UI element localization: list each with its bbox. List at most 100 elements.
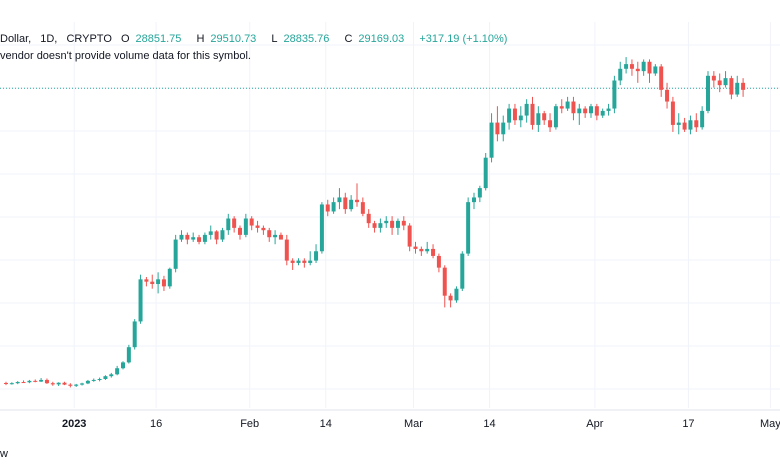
x-tick-label: 17 (682, 418, 694, 430)
candle-body (62, 382, 67, 385)
candle-body (150, 281, 155, 285)
footer-fragment: w (0, 448, 8, 460)
candle-body (542, 113, 547, 121)
candle-body (647, 61, 652, 74)
candle-body (97, 378, 102, 380)
candle-body (395, 220, 400, 228)
candle (553, 103, 558, 130)
candle (378, 218, 383, 233)
candle-body (138, 279, 143, 322)
candle-body (238, 227, 242, 235)
legend-symbol[interactable]: Dollar, (0, 33, 32, 45)
legend-change: +317.19 (+1.10%) (419, 33, 508, 45)
candle-body (466, 202, 471, 254)
candle (401, 216, 406, 231)
candle-body (448, 295, 453, 301)
candle-body (255, 225, 260, 228)
candle (618, 61, 623, 86)
symbol-legend[interactable]: Dollar, 1D, CRYPTO O 28851.75 H 29510.73 L… (0, 33, 513, 47)
candle (150, 274, 155, 289)
candle (606, 103, 611, 116)
candle-body (360, 202, 365, 214)
candle (454, 286, 459, 303)
candle (548, 113, 553, 132)
candle (197, 234, 202, 245)
candle-body (512, 108, 517, 121)
candle-body (109, 374, 114, 377)
candle (694, 113, 699, 132)
top-toolbar-strip (0, 0, 780, 22)
candle (161, 275, 166, 292)
candle-body (682, 122, 687, 130)
candle-body (144, 279, 149, 282)
candle-body (208, 231, 213, 235)
candle (290, 258, 295, 270)
candle (325, 199, 330, 217)
candle-body (243, 218, 248, 235)
candle (4, 381, 8, 386)
candle (208, 225, 213, 240)
candle-body (507, 108, 512, 123)
candle (121, 361, 125, 370)
candle-body (261, 227, 266, 231)
candle (132, 319, 137, 350)
candle-body (700, 110, 705, 128)
candle-body (431, 248, 436, 256)
candle-body (735, 82, 740, 95)
legend-interval: 1D, (40, 33, 58, 45)
legend-close-value: 29169.03 (358, 33, 405, 45)
candle-body (741, 82, 746, 90)
candle (85, 379, 90, 385)
legend-open-value: 28851.75 (135, 33, 182, 45)
candle-body (665, 89, 670, 102)
candle-body (121, 362, 125, 369)
candle (507, 103, 512, 130)
candle (530, 96, 535, 130)
candle-body (565, 101, 570, 109)
candle-body (553, 106, 558, 128)
time-axis[interactable]: 2023 16 Feb 14 Mar 14 Apr 17 May (62, 418, 780, 430)
candle-body (156, 279, 161, 285)
legend-open-label: O (120, 33, 130, 45)
candle (442, 265, 447, 308)
candle (700, 106, 705, 130)
candle (191, 232, 196, 242)
candle-body (331, 202, 336, 212)
candle (144, 276, 149, 287)
candle (91, 378, 96, 382)
candle-body (50, 383, 55, 385)
candle (284, 234, 289, 266)
candle (109, 372, 114, 378)
candle (688, 115, 693, 135)
candle (80, 382, 85, 386)
candle-body (220, 230, 225, 240)
x-tick-label: May (760, 418, 780, 430)
candle-body (27, 380, 32, 383)
candle (518, 106, 523, 128)
candle-body (729, 78, 734, 95)
candle-body (337, 197, 342, 203)
candle (723, 71, 728, 88)
candle (589, 103, 593, 118)
candle (512, 103, 517, 125)
candle-body (577, 108, 582, 114)
candle-body (548, 120, 553, 128)
volume-notice: vendor doesn't provide volume data for t… (0, 50, 251, 62)
candle-body (267, 230, 272, 238)
candle (682, 117, 687, 132)
candle-body (68, 384, 73, 386)
candle (495, 106, 500, 142)
candle-body (606, 108, 611, 111)
candle-body (384, 220, 389, 224)
candle-body (436, 255, 441, 268)
candle-body (308, 260, 313, 263)
candle (50, 381, 55, 386)
candle (670, 96, 675, 132)
candle-body (706, 75, 710, 111)
candle-body (425, 248, 430, 252)
candle-body (132, 321, 137, 348)
candle (629, 59, 634, 76)
candle-body (653, 66, 658, 74)
